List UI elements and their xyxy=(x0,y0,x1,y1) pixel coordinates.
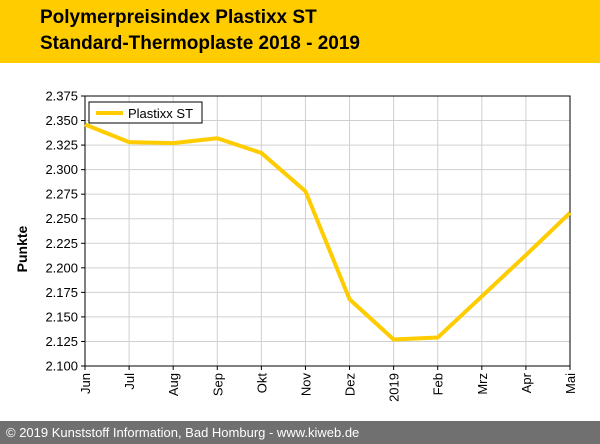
y-tick-label: 2.150 xyxy=(45,309,78,324)
y-tick-label: 2.100 xyxy=(45,359,78,374)
y-tick-label: 2.225 xyxy=(45,236,78,251)
header-banner: Polymerpreisindex Plastixx ST Standard-T… xyxy=(0,0,600,63)
y-tick-label: 2.375 xyxy=(45,89,78,104)
y-tick-label: 2.275 xyxy=(45,187,78,202)
chart-title-line-1: Polymerpreisindex Plastixx ST xyxy=(40,7,317,28)
y-tick-label: 2.200 xyxy=(45,260,78,275)
legend-box xyxy=(88,101,203,124)
x-tick-label: 2019 xyxy=(387,373,402,402)
legend-label: Plastixx ST xyxy=(128,106,193,121)
y-tick-label: 2.175 xyxy=(45,285,78,300)
series-line-plastixx-st xyxy=(84,122,572,342)
x-tick-label: Nov xyxy=(298,373,313,397)
y-tick-label: 2.350 xyxy=(45,113,78,128)
x-tick-label: Apr xyxy=(519,372,534,393)
x-tick-label: Dez xyxy=(343,373,358,396)
y-tick-label: 2.250 xyxy=(45,211,78,226)
y-tick-label: 2.125 xyxy=(45,334,78,349)
x-tick-label: Mrz xyxy=(475,373,490,395)
y-tick-label: 2.325 xyxy=(45,138,78,153)
x-tick-label: Aug xyxy=(166,373,181,396)
y-axis-label: Punkte xyxy=(14,225,30,272)
x-tick-label: Mai xyxy=(563,373,578,394)
x-tick-label: Okt xyxy=(254,373,269,394)
x-tick-label: Feb xyxy=(431,373,446,395)
chart-title-line-2: Standard-Thermoplaste 2018 - 2019 xyxy=(40,33,360,54)
x-tick-label: Sep xyxy=(210,373,225,396)
plot-border xyxy=(84,95,571,367)
footer-bar: © 2019 Kunststoff Information, Bad Hombu… xyxy=(0,421,600,444)
legend: Plastixx ST xyxy=(88,101,203,124)
x-tick-label: Jul xyxy=(122,373,137,390)
copyright-text: © 2019 Kunststoff Information, Bad Hombu… xyxy=(6,425,360,440)
line-chart: 2.100 2.125 2.150 2.175 2.200 2.225 2.250 2.275… xyxy=(14,89,578,402)
y-tick-label: 2.300 xyxy=(45,162,78,177)
x-tick-label: Jun xyxy=(78,373,93,394)
